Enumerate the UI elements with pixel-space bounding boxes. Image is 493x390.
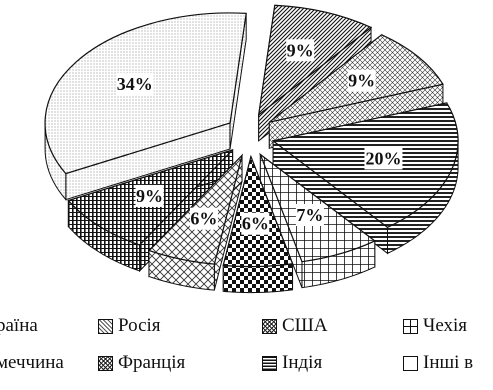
pie-label-bg-6 [135,184,164,207]
pie-label-bg-1 [347,69,376,92]
pie-label-4: 6% [242,214,269,234]
legend-label: Індія [282,352,323,373]
pie-label-3: 7% [296,205,323,225]
legend-swatch [262,355,277,371]
pie-label-0: 9% [287,40,314,60]
legend-swatch [403,355,418,371]
pie-slice-0 [257,4,373,117]
legend-label: Чехія [423,315,468,336]
pie-label-bg-0 [286,39,315,62]
pie-slice-4 [222,154,294,268]
legend-label: Інші в [423,352,474,373]
legend-item: Індія [262,351,322,375]
pie-label-bg-5 [189,207,218,230]
pie-label-bg-4 [241,212,270,235]
legend-swatch [98,355,113,371]
pie-label-bg-7 [115,73,154,96]
pie-slice-side-4-0 [222,263,294,294]
legend-item: Франція [98,351,185,375]
legend-swatch [262,318,277,334]
legend-item: меччина [0,351,64,375]
pie-label-7: 34% [117,74,153,94]
legend-item: Росія [98,314,161,338]
legend-swatch [98,318,113,334]
legend-item: Інші в [403,351,473,375]
legend-label: меччина [0,352,64,373]
legend-item: Чехія [403,314,467,338]
legend-label: раїна [0,315,38,336]
legend: раїна Росія США Чехія меччина Франція Індія Інш… [0,300,493,390]
pie-label-5: 6% [190,209,217,229]
pie-label-bg-2 [364,147,403,170]
pie-label-6: 9% [136,186,163,206]
pie-chart: 9% 9% 20% 7% 6% 6% 9% 34% [44,4,459,294]
legend-item: США [262,314,328,338]
legend-label: Франція [118,352,186,373]
pie-label-1: 9% [348,71,375,91]
pie-labels: 9% 9% 20% 7% 6% 6% 9% 34% [115,39,403,235]
legend-swatch [403,318,418,334]
pie-label-2: 20% [365,148,401,168]
legend-item: раїна [0,314,38,338]
pie-label-bg-3 [295,203,324,226]
legend-label: Росія [118,315,161,336]
legend-label: США [282,315,328,336]
